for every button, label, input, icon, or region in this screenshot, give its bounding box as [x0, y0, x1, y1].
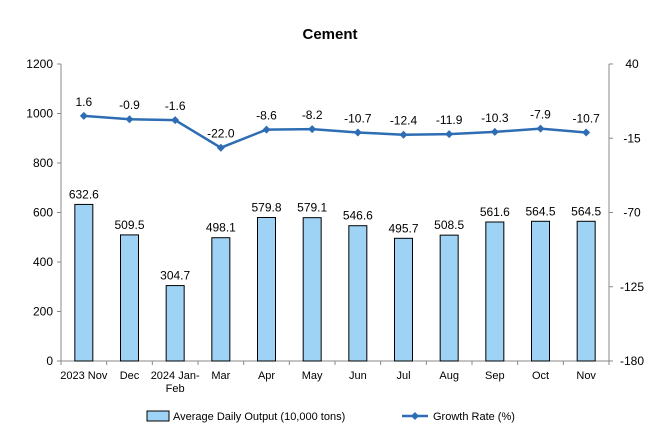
- bar-data-label: 304.7: [160, 269, 190, 283]
- y-left-tick-label: 1200: [26, 57, 53, 71]
- legend-line-label: Growth Rate (%): [433, 411, 515, 423]
- y-left-tick-label: 600: [33, 206, 53, 220]
- legend: Average Daily Output (10,000 tons) Growth…: [146, 410, 515, 423]
- y-left-tick-label: 800: [33, 156, 53, 170]
- line-data-label: -22.0: [207, 127, 235, 141]
- line-point: [308, 125, 317, 134]
- line-point: [582, 128, 591, 137]
- line-data-label: -10.7: [572, 111, 600, 125]
- x-tick-label: Mar: [211, 370, 230, 382]
- bar-data-label: 564.5: [571, 204, 601, 218]
- growth-line: [83, 114, 587, 150]
- y-left-tick-label: 400: [33, 255, 53, 269]
- line-point: [445, 130, 454, 139]
- line-data-label: -10.3: [481, 111, 509, 125]
- bar-data-label: 579.1: [297, 201, 327, 215]
- y-right-tick-label: -180: [620, 354, 644, 368]
- bar: [257, 216, 276, 362]
- line-point: [399, 130, 408, 139]
- bar: [74, 203, 94, 362]
- line-data-label: -8.6: [256, 109, 277, 123]
- bar-data-label: 579.8: [251, 200, 281, 214]
- x-tick-label: Apr: [258, 370, 275, 382]
- y-right-tick-label: -70: [623, 206, 641, 220]
- y-right-tick-label: -125: [620, 280, 644, 294]
- bar-data-label: 509.5: [114, 218, 144, 232]
- bar: [211, 237, 231, 362]
- x-tick-label: Sep: [485, 370, 505, 382]
- line-point: [262, 125, 271, 134]
- line-data-label: -0.9: [119, 98, 140, 112]
- bar: [485, 221, 505, 362]
- legend-bar-swatch: [146, 410, 170, 422]
- plot-area: 0 200 400 600 800 1000 1200 -180 -125 -70 -15 40 202…: [26, 57, 644, 395]
- x-tick-label: 2023 Nov: [60, 370, 108, 382]
- x-tick-label: Nov: [576, 370, 596, 382]
- x-tick-label: May: [302, 370, 323, 382]
- x-tick-label: Jun: [349, 370, 367, 382]
- bar-data-label: 632.6: [69, 187, 99, 201]
- x-tick-label: Dec: [120, 370, 140, 382]
- bar: [348, 225, 368, 362]
- x-tick-label: 2024 Jan-: [151, 370, 200, 382]
- line-data-label: -7.9: [530, 108, 551, 122]
- bar-data-label: 564.5: [525, 204, 555, 218]
- bar: [394, 237, 413, 362]
- bar-data-label: 546.6: [343, 209, 373, 223]
- x-tick-label: Aug: [439, 370, 459, 382]
- bar: [531, 220, 550, 362]
- x-tick-label: Feb: [166, 383, 185, 395]
- bar-data-label: 498.1: [206, 221, 236, 235]
- bar: [120, 234, 139, 362]
- line-data-label: -8.2: [302, 108, 323, 122]
- bar-data-label: 508.5: [434, 218, 464, 232]
- bar: [439, 234, 459, 362]
- line-data-label: 1.6: [75, 95, 92, 109]
- bar: [165, 285, 185, 362]
- line-data-label: -12.4: [390, 114, 418, 128]
- y-left-tick-label: 200: [33, 305, 53, 319]
- line-data-label: -11.9: [436, 113, 463, 127]
- legend-bar-label: Average Daily Output (10,000 tons): [173, 411, 345, 423]
- y-right-tick-label: 40: [625, 57, 639, 71]
- bar-data-label: 561.6: [480, 205, 510, 219]
- line-point: [171, 116, 180, 125]
- bar-data-label: 495.7: [388, 221, 418, 235]
- x-tick-label: Jul: [396, 370, 410, 382]
- y-left-tick-label: 0: [46, 354, 53, 368]
- line-point: [125, 115, 134, 124]
- y-left-tick-label: 1000: [26, 107, 53, 121]
- line-data-label: -1.6: [165, 99, 186, 113]
- line-point: [79, 111, 88, 120]
- line-point: [216, 143, 225, 152]
- bar: [576, 220, 596, 362]
- x-tick-label: Oct: [532, 370, 549, 382]
- chart-title: Cement: [302, 26, 357, 43]
- legend-line-marker: [411, 412, 419, 420]
- line-point: [536, 124, 545, 133]
- bar: [302, 217, 322, 362]
- line-data-label: -10.7: [344, 111, 372, 125]
- y-right-tick-label: -15: [623, 131, 641, 145]
- line-point: [353, 128, 362, 137]
- line-point: [490, 127, 499, 136]
